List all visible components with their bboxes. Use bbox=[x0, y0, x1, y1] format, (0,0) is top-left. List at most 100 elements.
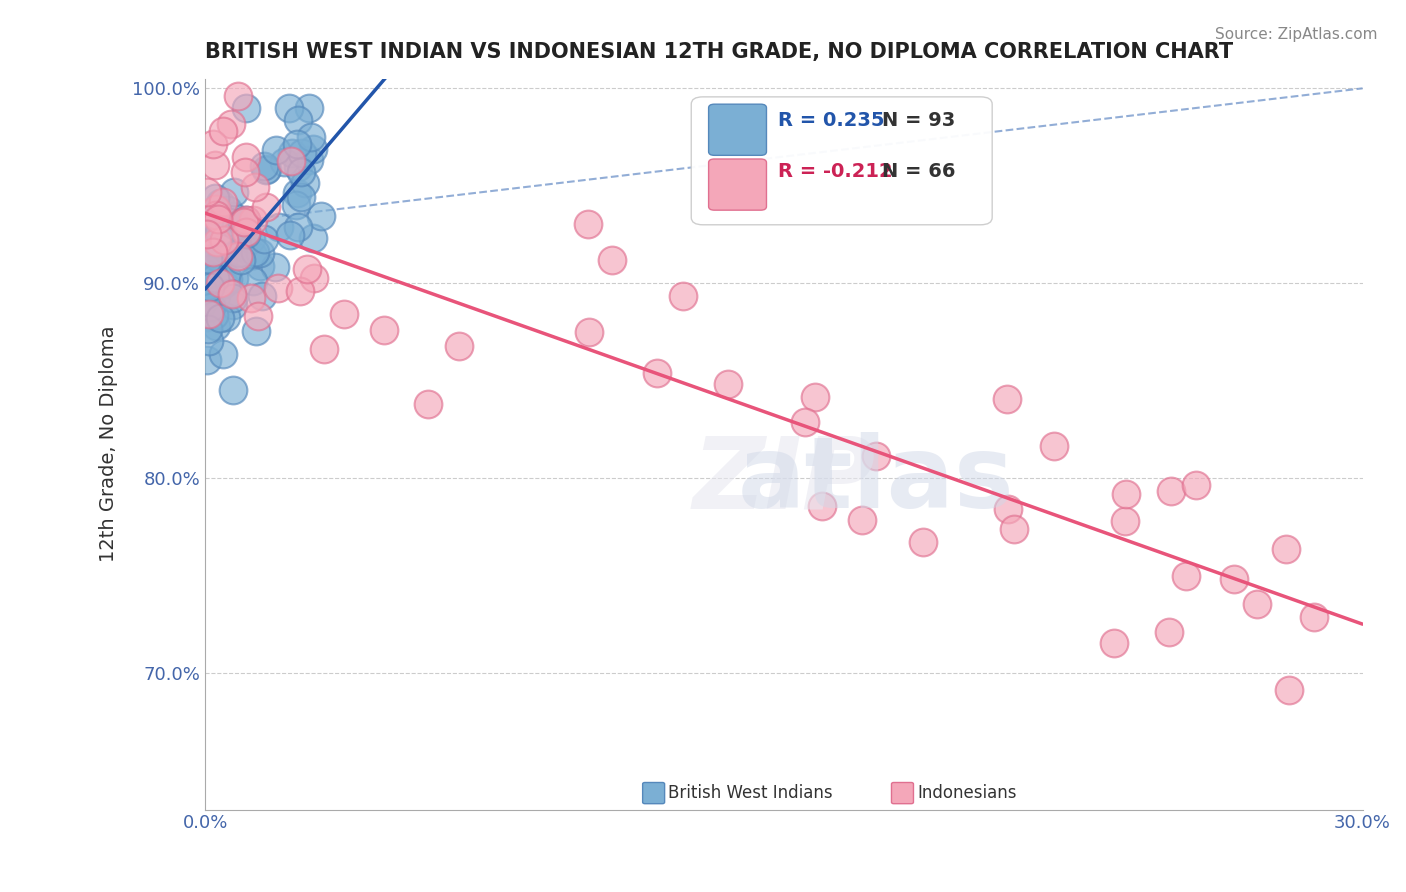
Point bbox=[205, 319, 228, 334]
Point bbox=[205, 235, 228, 249]
Point bbox=[195, 310, 218, 325]
FancyBboxPatch shape bbox=[891, 782, 914, 804]
Point bbox=[253, 232, 276, 246]
Point bbox=[212, 347, 235, 361]
Point bbox=[222, 271, 245, 285]
Point bbox=[197, 322, 219, 336]
Point bbox=[225, 219, 247, 233]
Point bbox=[249, 245, 271, 260]
Point bbox=[198, 272, 221, 286]
Y-axis label: 12th Grade, No Diploma: 12th Grade, No Diploma bbox=[100, 326, 118, 562]
Point bbox=[202, 308, 225, 322]
Point bbox=[252, 288, 274, 302]
Point bbox=[205, 249, 228, 263]
Point bbox=[373, 323, 395, 337]
Point bbox=[290, 189, 312, 203]
Point bbox=[217, 274, 239, 288]
Point bbox=[287, 160, 309, 174]
Point bbox=[200, 293, 222, 308]
Point bbox=[1102, 636, 1125, 650]
Point bbox=[198, 280, 221, 294]
Point bbox=[228, 246, 250, 260]
Point bbox=[242, 212, 264, 227]
Point bbox=[235, 225, 257, 239]
Point bbox=[226, 249, 249, 263]
Point bbox=[602, 252, 624, 267]
Text: N = 66: N = 66 bbox=[882, 162, 956, 181]
Point bbox=[242, 248, 264, 262]
Point bbox=[672, 288, 695, 302]
Text: BRITISH WEST INDIAN VS INDONESIAN 12TH GRADE, NO DIPLOMA CORRELATION CHART: BRITISH WEST INDIAN VS INDONESIAN 12TH G… bbox=[205, 42, 1233, 62]
Point bbox=[278, 227, 301, 242]
Point bbox=[218, 285, 240, 300]
Point bbox=[1302, 609, 1324, 624]
Point bbox=[201, 242, 224, 256]
Point bbox=[195, 268, 218, 282]
Point bbox=[211, 253, 233, 268]
Point bbox=[256, 161, 278, 176]
Point bbox=[245, 325, 267, 339]
Point bbox=[298, 153, 321, 167]
Point bbox=[229, 245, 252, 260]
Point bbox=[312, 342, 335, 356]
Point bbox=[208, 225, 231, 239]
Point bbox=[201, 216, 224, 230]
Point bbox=[209, 311, 232, 326]
Point bbox=[235, 213, 257, 227]
Text: ZIP: ZIP bbox=[692, 432, 876, 529]
Point bbox=[249, 260, 271, 274]
Point bbox=[204, 289, 226, 303]
Point bbox=[997, 501, 1019, 516]
Point bbox=[226, 89, 249, 103]
Point bbox=[865, 449, 887, 463]
Point bbox=[222, 383, 245, 397]
Point bbox=[195, 227, 218, 241]
Point bbox=[222, 291, 245, 305]
Point bbox=[645, 366, 668, 380]
Point bbox=[197, 214, 219, 228]
Point bbox=[299, 130, 322, 145]
Point bbox=[717, 377, 740, 392]
Point bbox=[302, 271, 325, 285]
Point bbox=[1275, 542, 1298, 557]
Point bbox=[195, 353, 218, 368]
Point bbox=[273, 155, 295, 169]
Point bbox=[294, 176, 316, 190]
Point bbox=[804, 391, 827, 405]
Point bbox=[217, 202, 239, 217]
Point bbox=[793, 415, 815, 429]
Point bbox=[285, 136, 308, 151]
Point bbox=[195, 279, 218, 293]
Point bbox=[233, 165, 256, 179]
Point bbox=[215, 310, 238, 324]
Point bbox=[1160, 483, 1182, 498]
Point bbox=[195, 185, 218, 199]
Point bbox=[235, 150, 257, 164]
Point bbox=[254, 200, 277, 214]
Point bbox=[1115, 487, 1137, 501]
Point bbox=[198, 334, 221, 348]
Point bbox=[302, 231, 325, 245]
Point bbox=[231, 215, 253, 229]
FancyBboxPatch shape bbox=[643, 782, 665, 804]
Point bbox=[254, 162, 277, 177]
Point bbox=[280, 146, 302, 161]
Point bbox=[221, 287, 243, 301]
Point bbox=[200, 300, 222, 314]
Point bbox=[202, 136, 225, 151]
Point bbox=[235, 212, 257, 227]
Point bbox=[217, 272, 239, 286]
Point bbox=[242, 274, 264, 288]
Point bbox=[302, 142, 325, 156]
Point bbox=[204, 271, 226, 285]
Point bbox=[232, 215, 254, 229]
Point bbox=[280, 153, 302, 168]
Point bbox=[204, 191, 226, 205]
Point bbox=[1185, 477, 1208, 491]
Point bbox=[207, 204, 229, 219]
FancyBboxPatch shape bbox=[709, 104, 766, 155]
Point bbox=[232, 240, 254, 254]
Point bbox=[287, 219, 309, 234]
Point bbox=[235, 227, 257, 241]
Point bbox=[243, 180, 266, 194]
